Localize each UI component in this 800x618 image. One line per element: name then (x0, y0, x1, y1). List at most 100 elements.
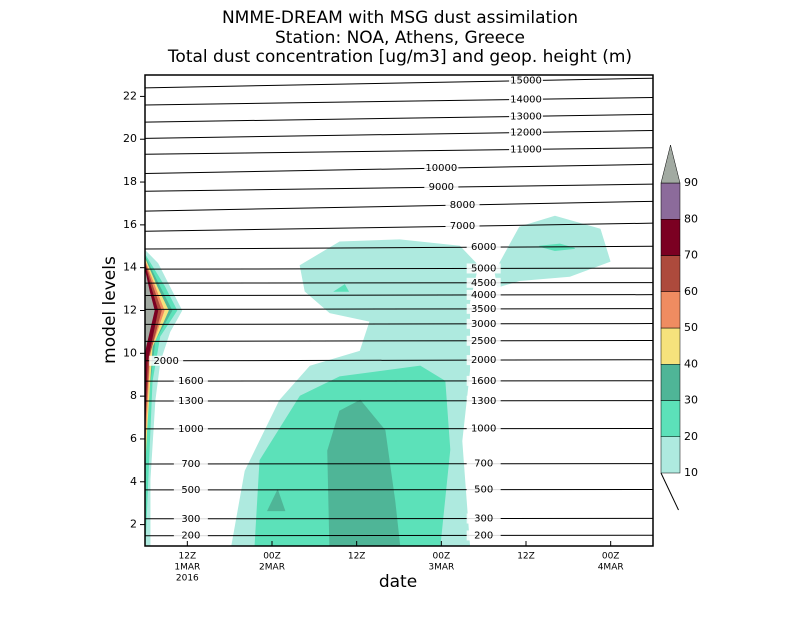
height-label-bg (466, 289, 501, 300)
height-label-bg (466, 458, 501, 469)
height-contour (144, 245, 654, 250)
colorbar-segment (660, 436, 681, 474)
height-label: 7000 (450, 221, 475, 232)
x-tick-label: 00Z (263, 552, 281, 562)
y-tick-label: 6 (130, 432, 137, 445)
dust-field (266, 489, 286, 512)
height-label-bg (466, 263, 501, 274)
y-tick-label: 14 (123, 261, 137, 274)
height-contour (144, 339, 654, 342)
height-label: 12000 (510, 127, 542, 138)
chart-subtitle: Total dust concentration [ug/m3] and geo… (167, 47, 632, 67)
height-label: 3500 (471, 304, 496, 315)
dust-field (327, 399, 401, 547)
height-label-bg (466, 242, 501, 253)
height-contour (144, 200, 654, 212)
y-tick-label: 2 (130, 518, 137, 531)
chart-title: NMME-DREAM with MSG dust assimilation (222, 8, 578, 28)
height-label-bg (509, 111, 543, 122)
y-tick-label: 8 (130, 389, 137, 402)
colorbar-label: 70 (684, 249, 698, 262)
height-label-bg (466, 484, 501, 495)
y-axis-label: model levels (100, 256, 120, 364)
x-tick-label: 2MAR (259, 563, 285, 573)
height-label-bg (173, 513, 208, 524)
x-tick-label: 00Z (433, 552, 451, 562)
colorbar: 10 20 30 40 50 60 70 80 90 (660, 144, 698, 511)
height-label: 4000 (471, 290, 496, 301)
height-contour (144, 183, 654, 192)
height-label: 11000 (510, 144, 542, 155)
height-contour (144, 163, 654, 174)
height-label-bg (173, 396, 208, 407)
height-label-bg (149, 355, 184, 366)
height-label: 1300 (178, 396, 203, 407)
colorbar-label: 90 (684, 176, 698, 189)
y-tick-label: 12 (123, 304, 137, 317)
height-contour (144, 222, 654, 232)
height-label: 2000 (471, 355, 496, 366)
height-contour (144, 113, 654, 123)
height-label-bg (466, 277, 501, 288)
height-label: 4500 (471, 278, 496, 289)
height-label-bg (509, 75, 543, 86)
height-label-bg (466, 355, 501, 366)
height-label: 10000 (425, 163, 457, 174)
x-tick-label: 4MAR (598, 563, 624, 573)
dust-field (333, 284, 350, 292)
dust-field (494, 215, 611, 288)
height-contour (144, 147, 654, 155)
height-contour (144, 267, 654, 270)
height-label-bg (424, 163, 459, 174)
height-contour (144, 323, 654, 325)
y-tick-label: 10 (123, 346, 137, 359)
height-contour (144, 96, 654, 106)
y-tick-label: 16 (123, 218, 137, 231)
height-label-bg (466, 395, 501, 406)
x-tick-label: 1MAR (174, 563, 200, 573)
height-label-bg (173, 458, 208, 469)
y-tick-label: 4 (130, 475, 137, 488)
height-label: 700 (181, 459, 200, 470)
colorbar-segment (660, 219, 681, 256)
height-label: 15000 (510, 76, 542, 87)
colorbar-label: 10 (684, 466, 698, 479)
height-label: 1000 (471, 424, 496, 435)
height-label-bg (173, 484, 208, 495)
height-contour (144, 294, 654, 297)
colorbar-segment (660, 255, 681, 292)
height-label: 300 (181, 514, 200, 525)
y-tick-label: 20 (123, 132, 137, 145)
height-label: 200 (474, 530, 493, 541)
height-label: 1000 (178, 424, 203, 435)
height-label-bg (445, 221, 480, 232)
height-contour (144, 359, 654, 362)
colorbar-bottom (660, 472, 679, 511)
colorbar-label: 50 (684, 321, 698, 334)
height-label-bg (424, 182, 459, 193)
height-label: 5000 (471, 263, 496, 274)
colorbar-segment (660, 291, 681, 329)
chart-subtitle: Station: NOA, Athens, Greece (275, 28, 525, 48)
colorbar-segment (660, 364, 681, 401)
height-label: 14000 (510, 94, 542, 105)
height-label-bg (466, 530, 501, 541)
height-label: 13000 (510, 111, 542, 122)
x-tick-label: 12Z (517, 552, 535, 562)
height-label-bg (509, 144, 543, 155)
height-label-bg (509, 94, 543, 105)
colorbar-label: 80 (684, 212, 698, 225)
height-label: 2000 (153, 356, 178, 367)
height-label: 2500 (471, 336, 496, 347)
x-tick-label: 12Z (348, 552, 366, 562)
height-label: 200 (181, 531, 200, 542)
height-label-bg (445, 200, 480, 211)
height-label: 6000 (471, 242, 496, 253)
x-tick-label: 2016 (176, 574, 199, 584)
colorbar-label: 40 (684, 357, 698, 370)
height-label: 1600 (471, 376, 496, 387)
height-label-bg (509, 127, 543, 138)
colorbar-label: 20 (684, 430, 698, 443)
